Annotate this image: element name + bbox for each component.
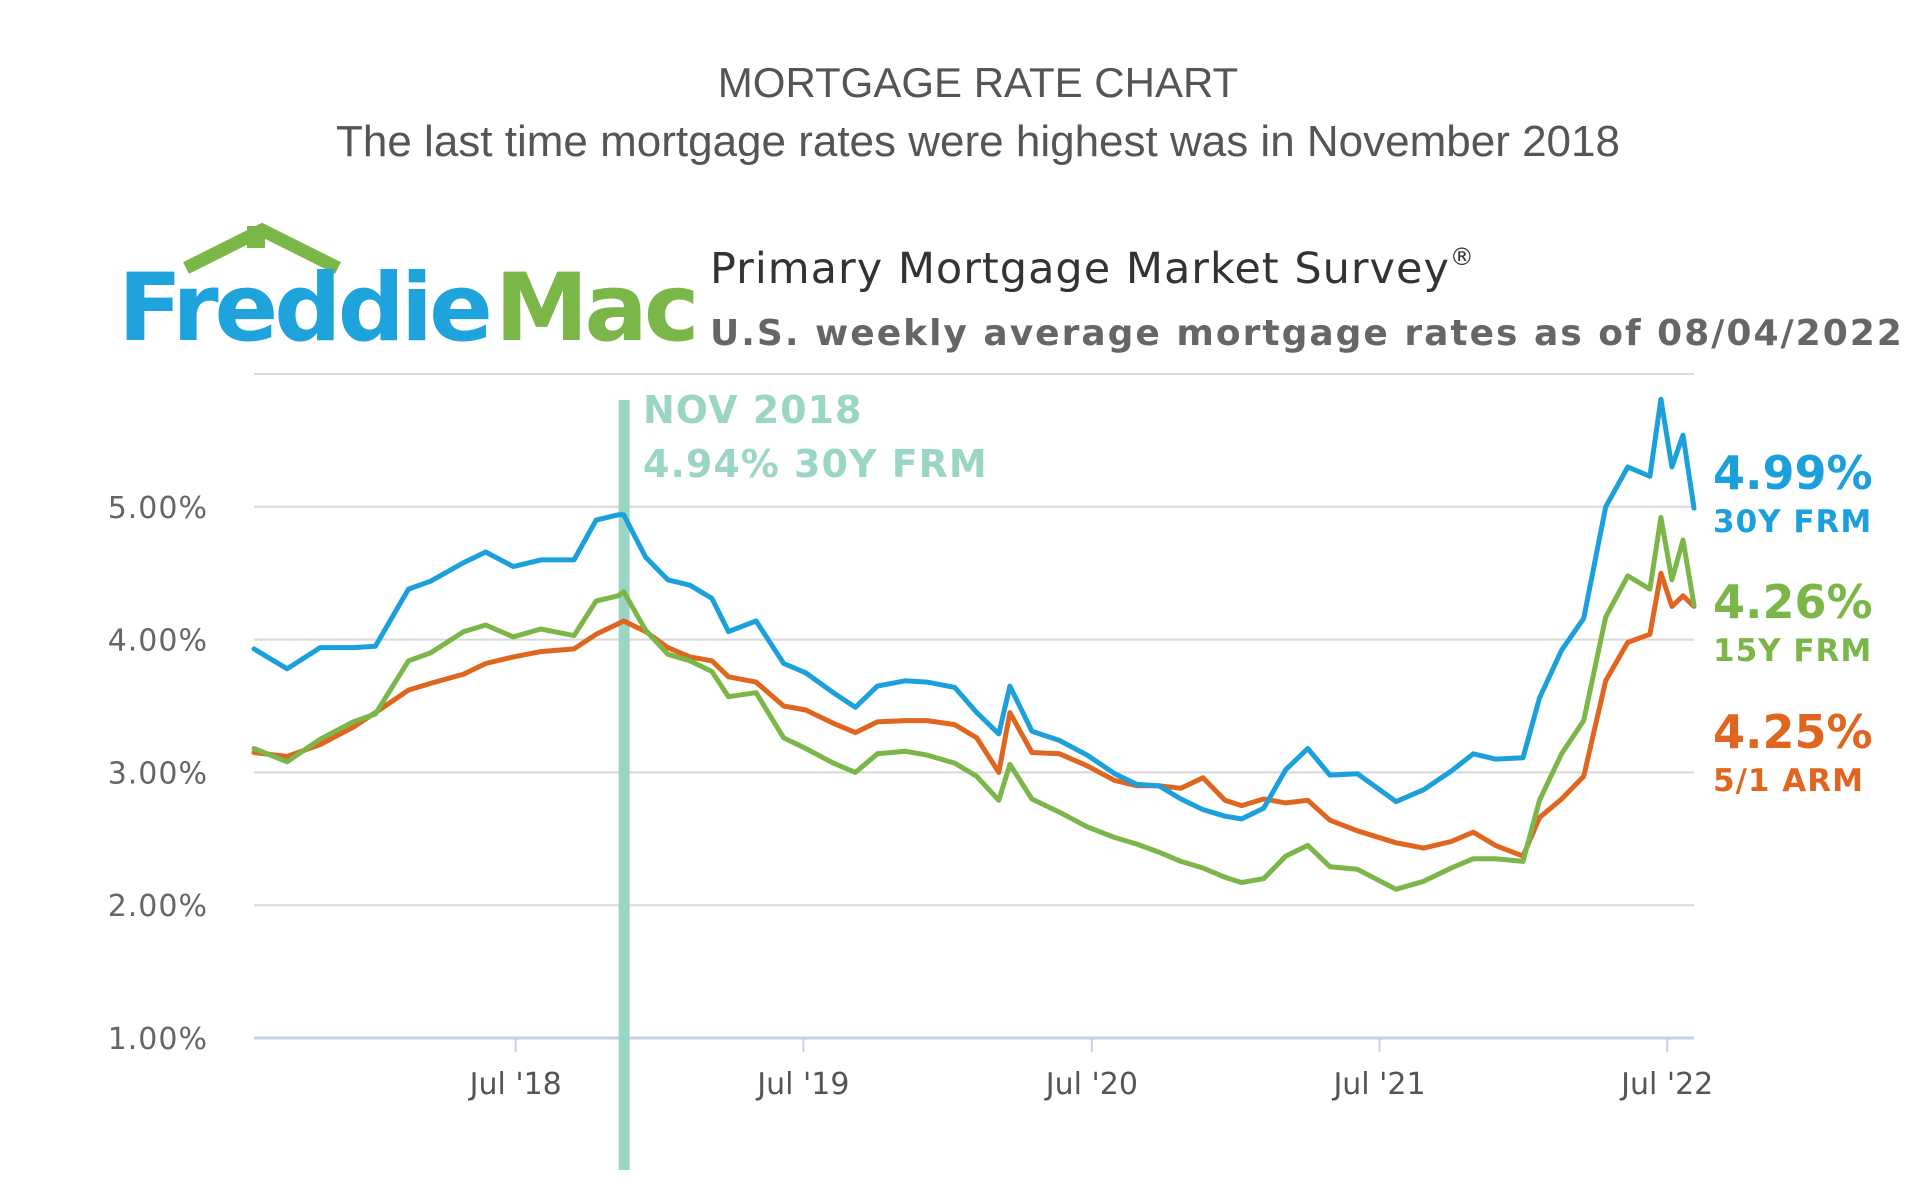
page-title: MORTGAGE RATE CHART: [718, 59, 1238, 106]
x-tick-label: Jul '20: [1044, 1067, 1138, 1102]
logo-text-mac: Mac: [495, 254, 696, 363]
end-value-15y-frm: 4.26%: [1713, 575, 1873, 629]
chart-subtitle: U.S. weekly average mortgage rates as of…: [710, 313, 1904, 354]
end-series-name-30y-frm: 30Y FRM: [1713, 504, 1872, 540]
series-line-5-1-arm: [251, 570, 1697, 859]
end-series-name-5-1-arm: 5/1 ARM: [1713, 763, 1864, 799]
series-end-labels: 4.99% 30Y FRM 4.26% 15Y FRM 4.25% 5/1 ARM: [1713, 446, 1873, 799]
annotation-marker-line: [618, 400, 630, 1170]
end-value-5-1-arm: 4.25%: [1713, 705, 1873, 759]
chart-title: Primary Mortgage Market Survey®: [710, 243, 1475, 294]
page-subtitle: The last time mortgage rates were highes…: [336, 117, 1620, 166]
registered-mark: ®: [1450, 243, 1475, 271]
y-tick-label: 2.00%: [108, 889, 208, 924]
end-value-30y-frm: 4.99%: [1713, 446, 1873, 500]
freddie-mac-logo: FreddieMac: [118, 222, 700, 363]
logo-text-freddie: Freddie: [118, 254, 489, 363]
x-tick-label: Jul '22: [1619, 1067, 1713, 1102]
x-tick-label: Jul '21: [1331, 1067, 1425, 1102]
series-lines: [251, 396, 1697, 892]
x-axis-ticks: Jul '18 Jul '19 Jul '20 Jul '21 Jul '22: [468, 1038, 1713, 1102]
grid-lines: [254, 505, 1694, 907]
annotation-value: 4.94% 30Y FRM: [643, 442, 988, 486]
chart-title-text: Primary Mortgage Market Survey: [710, 244, 1450, 294]
x-tick-label: Jul '19: [755, 1067, 849, 1102]
y-tick-label: 4.00%: [108, 624, 208, 659]
house-chimney-icon: [247, 226, 265, 248]
y-tick-label: 5.00%: [108, 491, 208, 526]
y-tick-label: 1.00%: [108, 1022, 208, 1057]
logo-wordmark: FreddieMac: [118, 254, 696, 363]
y-tick-label: 3.00%: [108, 756, 208, 791]
y-axis-ticks: 1.00% 2.00% 3.00% 4.00% 5.00%: [108, 491, 208, 1057]
series-line-30y-frm: [251, 396, 1697, 822]
annotation-date: NOV 2018: [643, 388, 863, 432]
series-line-15y-frm: [251, 514, 1697, 892]
end-series-name-15y-frm: 15Y FRM: [1713, 633, 1872, 669]
x-tick-label: Jul '18: [468, 1067, 562, 1102]
